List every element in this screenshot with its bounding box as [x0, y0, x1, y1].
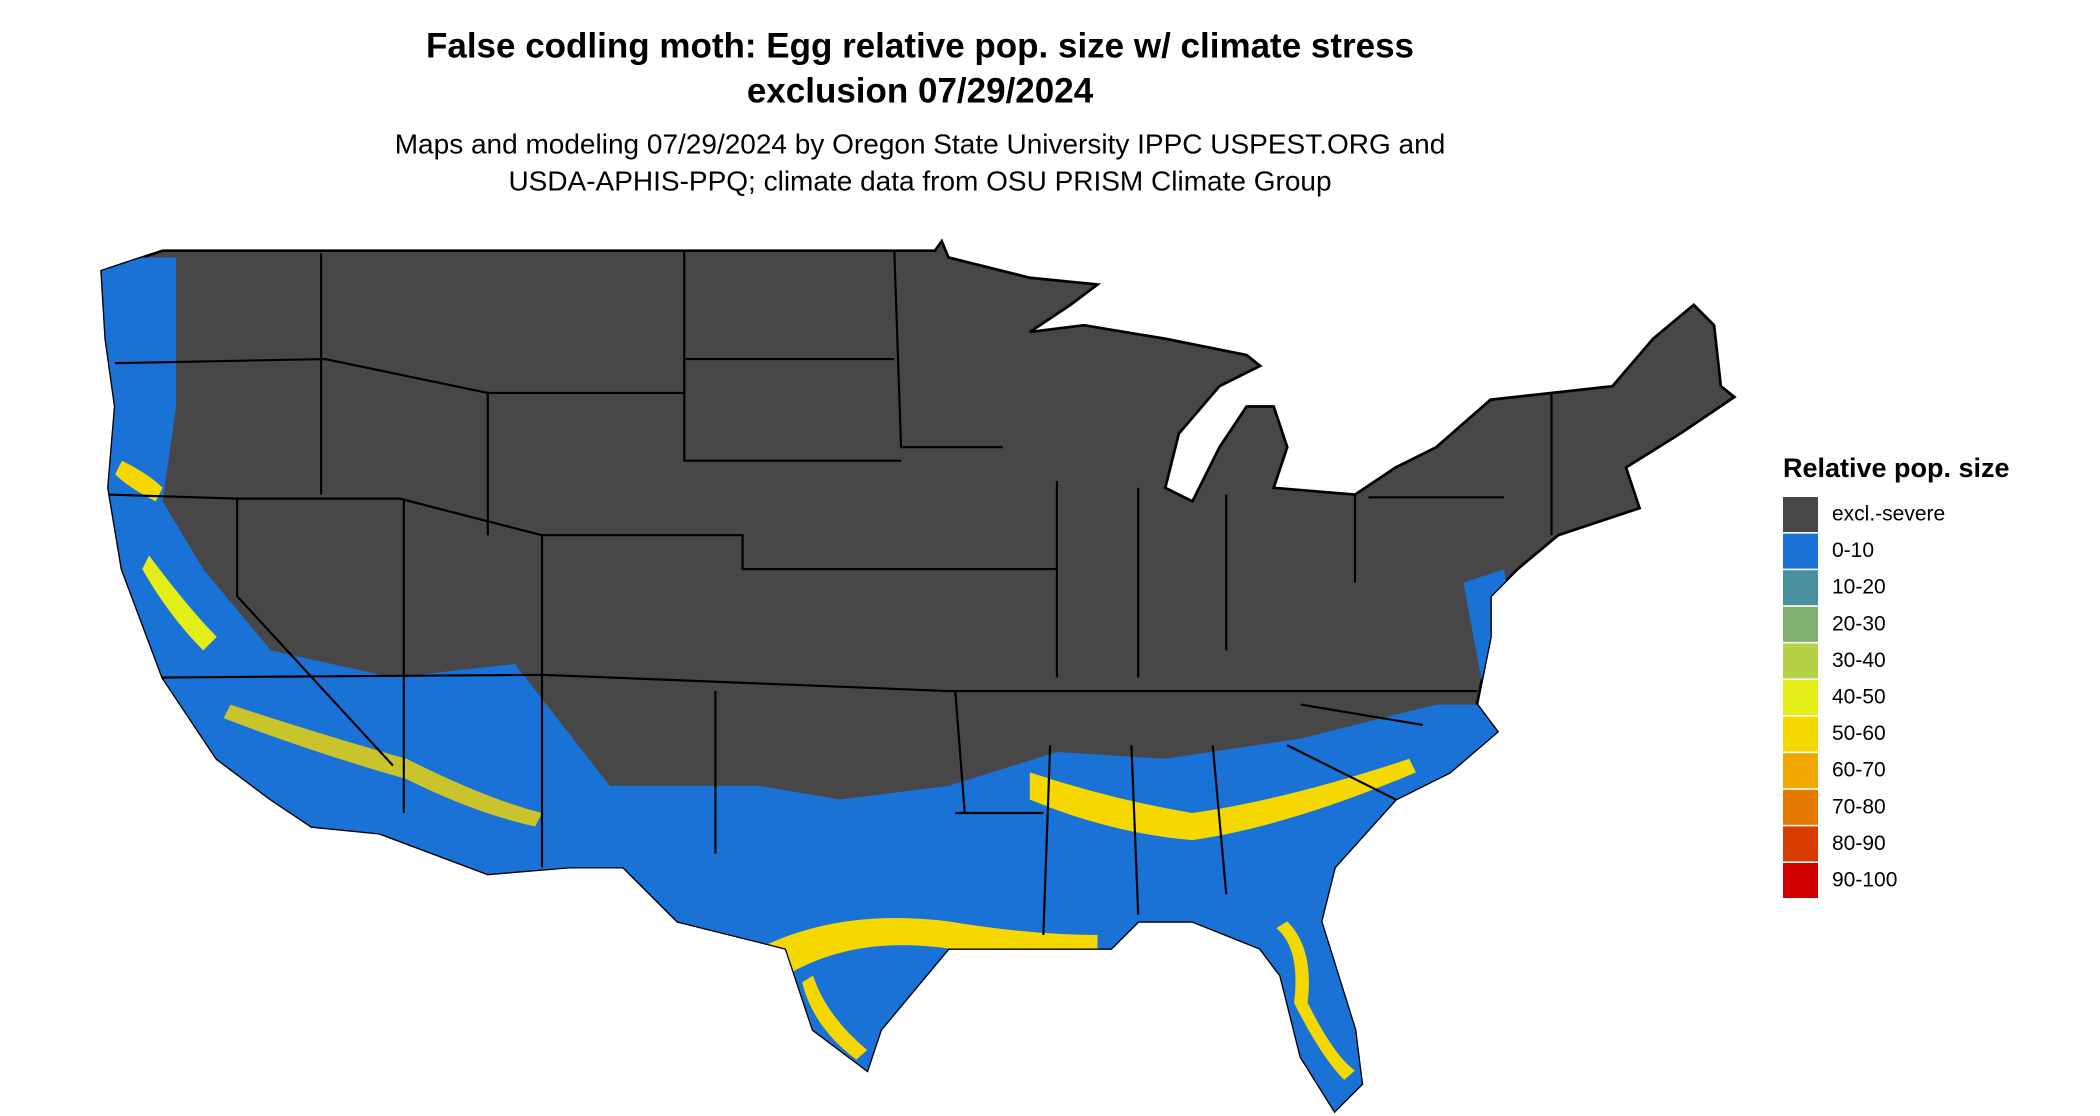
state-borders — [108, 250, 1553, 935]
legend-label: 0-10 — [1832, 539, 1874, 562]
legend-label: 80-90 — [1832, 832, 1886, 855]
yellow-zone — [802, 975, 868, 1060]
legend-swatch — [1783, 826, 1818, 862]
subtitle-line: USDA-APHIS-PPQ; climate data from OSU PR… — [508, 165, 1331, 196]
legend-swatch — [1783, 570, 1818, 606]
legend-swatch — [1783, 863, 1818, 898]
title-line: False codling moth: Egg relative pop. si… — [426, 26, 1414, 65]
legend: excl.-severe 0-10 10-20 20-30 30-40 40-50 50-6… — [1783, 497, 1945, 898]
legend-label: 50-60 — [1832, 722, 1886, 745]
map — [100, 238, 1737, 1114]
legend-swatch — [1783, 716, 1818, 752]
legend-label: 60-70 — [1832, 759, 1886, 782]
legend-title: Relative pop. size — [1783, 453, 2010, 483]
legend-swatch — [1783, 643, 1818, 679]
yellow-zone — [758, 918, 1098, 976]
legend-swatch — [1783, 680, 1818, 715]
yellow-zone — [142, 555, 217, 651]
legend-swatch — [1783, 533, 1818, 569]
legend-swatch — [1783, 789, 1818, 825]
legend-label: 90-100 — [1832, 869, 1897, 892]
title-line: exclusion 07/29/2024 — [747, 71, 1094, 110]
legend-swatch — [1783, 753, 1818, 789]
yellow-zone — [223, 704, 542, 827]
legend-label: 10-20 — [1832, 576, 1886, 599]
subtitle-line: Maps and modeling 07/29/2024 by Oregon S… — [395, 128, 1446, 159]
yellow-zone — [1029, 758, 1416, 841]
legend-label: excl.-severe — [1832, 503, 1945, 526]
legend-label: 70-80 — [1832, 795, 1886, 818]
legend-label: 30-40 — [1832, 649, 1886, 672]
yellow-zone — [115, 460, 163, 502]
legend-label: 40-50 — [1832, 686, 1886, 709]
yellow-zone — [1276, 921, 1355, 1080]
legend-label: 20-30 — [1832, 612, 1886, 635]
legend-swatch — [1783, 497, 1818, 532]
legend-swatch — [1783, 606, 1818, 642]
